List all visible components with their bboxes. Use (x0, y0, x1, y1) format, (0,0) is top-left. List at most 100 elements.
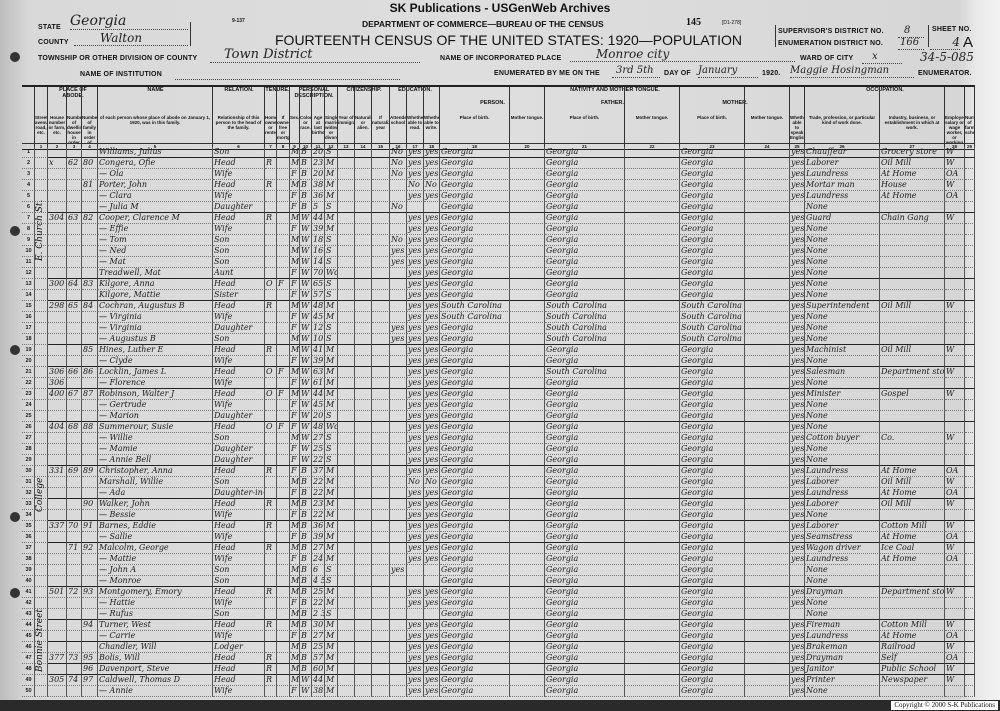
table-cell: R (265, 301, 277, 312)
table-cell: S (325, 576, 338, 587)
table-cell: Son (213, 334, 265, 345)
table-cell: yes (407, 323, 424, 334)
table-cell: — Mat (98, 257, 213, 268)
table-cell (945, 356, 965, 367)
table-cell: W (945, 675, 965, 686)
table-cell (35, 356, 48, 367)
table-cell: yes (790, 444, 805, 455)
table-cell (338, 411, 355, 422)
table-cell: W (300, 301, 312, 312)
table-cell (35, 158, 48, 169)
table-cell (338, 323, 355, 334)
table-cell (510, 224, 545, 235)
table-cell: Wife (213, 378, 265, 389)
table-cell (372, 488, 390, 499)
table-cell (510, 631, 545, 642)
table-cell: Head (213, 466, 265, 477)
table-cell (965, 686, 975, 697)
township-value: Town District (210, 48, 420, 63)
table-cell: Guard (805, 213, 880, 224)
table-cell: yes (407, 279, 424, 290)
table-cell: Georgia (440, 257, 510, 268)
table-cell: 70 (312, 268, 325, 279)
table-cell: Cotton buyer (805, 433, 880, 444)
table-cell: F (290, 631, 300, 642)
table-cell: yes (790, 246, 805, 257)
table-cell (625, 433, 680, 444)
table-cell: B (300, 565, 312, 576)
table-cell: W (300, 323, 312, 334)
table-cell: Georgia (440, 510, 510, 521)
table-cell (510, 290, 545, 301)
table-cell (355, 576, 372, 587)
table-cell (338, 466, 355, 477)
table-cell: M (290, 653, 300, 664)
table-cell: Robinson, Walter J (98, 389, 213, 400)
table-cell: Georgia (680, 664, 745, 675)
table-cell: Georgia (680, 268, 745, 279)
table-cell: None (805, 356, 880, 367)
table-cell: 87 (82, 389, 98, 400)
table-cell: yes (390, 565, 407, 576)
table-cell: None (805, 598, 880, 609)
table-cell (510, 642, 545, 653)
table-cell: W (300, 356, 312, 367)
table-cell: W (945, 301, 965, 312)
table-cell: M (325, 169, 338, 180)
table-cell: No (390, 202, 407, 213)
table-cell: M (290, 620, 300, 631)
table-cell (338, 587, 355, 598)
table-cell: Georgia (440, 367, 510, 378)
table-cell (965, 422, 975, 433)
table-cell (510, 466, 545, 477)
table-cell (965, 521, 975, 532)
table-cell (372, 609, 390, 620)
table-cell (48, 345, 67, 356)
column-number: 14 (355, 143, 371, 149)
table-cell: W (300, 400, 312, 411)
table-cell (35, 598, 48, 609)
table-cell (625, 455, 680, 466)
table-cell (510, 543, 545, 554)
table-cell: — Mattie (98, 554, 213, 565)
table-cell: yes (790, 675, 805, 686)
table-cell: Georgia (680, 279, 745, 290)
table-cell: Georgia (545, 587, 625, 598)
table-cell (355, 312, 372, 323)
table-cell (67, 147, 82, 158)
table-cell: Laundress (805, 169, 880, 180)
table-cell (355, 345, 372, 356)
table-cell: Georgia (680, 224, 745, 235)
table-cell: None (805, 411, 880, 422)
table-cell: Wife (213, 191, 265, 202)
table-cell: Railroad (880, 642, 945, 653)
table-cell: Daughter (213, 455, 265, 466)
table-cell (390, 554, 407, 565)
table-cell: yes (407, 345, 424, 356)
table-cell (338, 532, 355, 543)
table-cell: yes (407, 312, 424, 323)
table-cell: W (300, 224, 312, 235)
table-cell (35, 521, 48, 532)
table-cell (35, 224, 48, 235)
table-cell: Georgia (680, 488, 745, 499)
table-cell: yes (790, 488, 805, 499)
table-cell (790, 565, 805, 576)
table-cell (277, 477, 290, 488)
table-cell (390, 543, 407, 554)
row-number: 49 (22, 675, 35, 686)
table-cell (790, 576, 805, 587)
table-cell (338, 631, 355, 642)
table-cell: — Gertrude (98, 400, 213, 411)
table-cell: yes (407, 444, 424, 455)
table-cell: F (277, 422, 290, 433)
table-cell: R (265, 466, 277, 477)
table-cell: Wife (213, 312, 265, 323)
table-cell: yes (790, 389, 805, 400)
table-cell: B (300, 510, 312, 521)
street-name: Bonnie Street (35, 608, 45, 672)
table-cell: F (290, 191, 300, 202)
table-cell (965, 224, 975, 235)
table-cell: M (325, 191, 338, 202)
table-cell (48, 609, 67, 620)
